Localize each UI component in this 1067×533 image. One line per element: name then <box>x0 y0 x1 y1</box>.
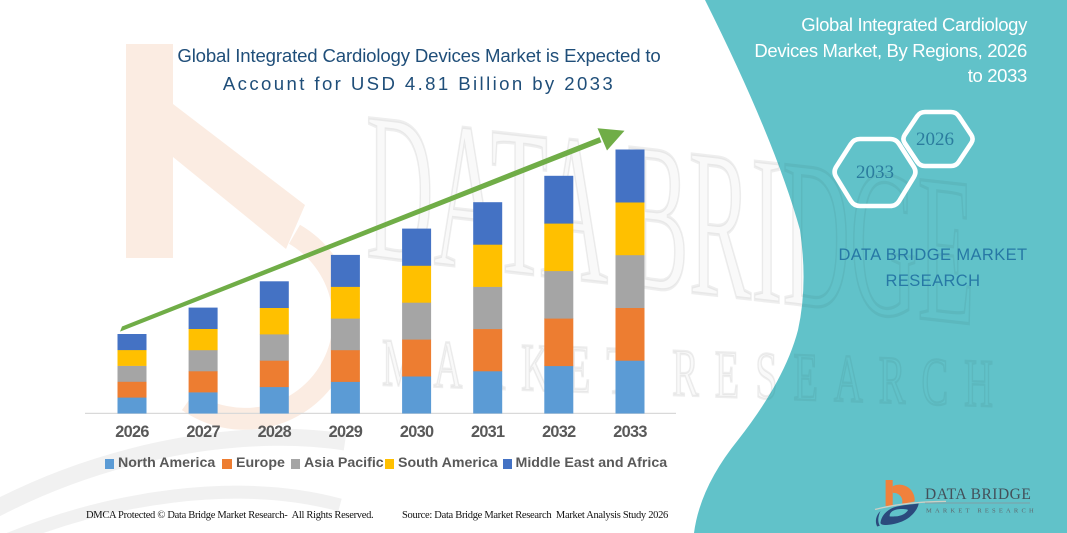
svg-text:DATA BRIDGE: DATA BRIDGE <box>925 486 1031 503</box>
svg-text:MARKET RESEARCH: MARKET RESEARCH <box>926 508 1037 515</box>
